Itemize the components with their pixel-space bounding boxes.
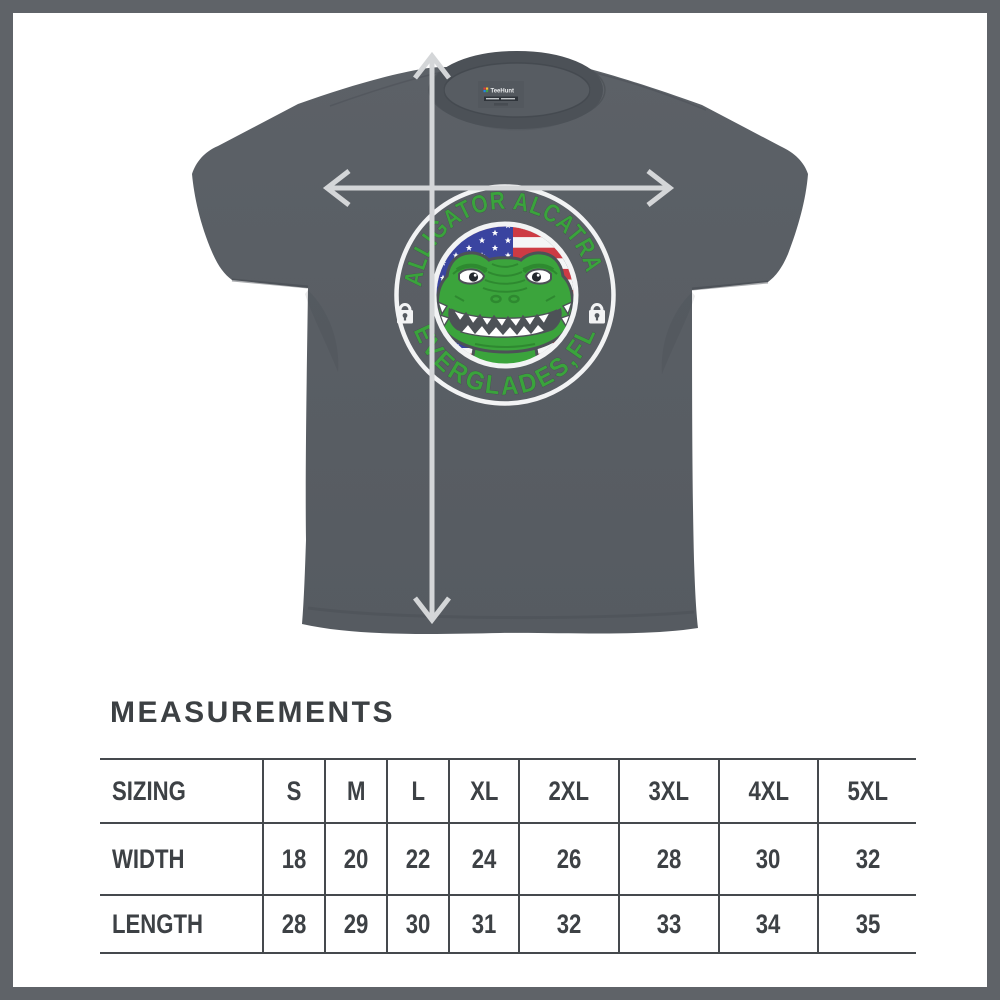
col-header-3xl: 3XL	[619, 759, 720, 823]
arrow-down-head	[413, 596, 451, 625]
width-m: 20	[324, 823, 388, 895]
table-row-width: WIDTH 18 20 22 24 26 28 30 32	[100, 823, 916, 895]
arrow-right-head	[646, 169, 675, 207]
length-5xl: 35	[855, 908, 880, 939]
collar-inner-stitch	[443, 62, 591, 118]
brand-label-line2-text-bar	[486, 98, 499, 100]
brand-label-tag	[478, 81, 524, 108]
section-heading: MEASUREMENTS	[110, 696, 396, 729]
width-5xl: 32	[855, 843, 880, 874]
collar	[428, 51, 606, 129]
length-4xl: 34	[718, 895, 820, 953]
arrow-up-head	[413, 51, 451, 80]
width-arrow	[322, 169, 675, 207]
col-header-xl: XL	[448, 759, 521, 823]
hem-stitch	[307, 606, 695, 620]
width-3xl: 28	[619, 823, 720, 895]
tshirt: TeeHunt	[0, 0, 808, 635]
collar-band	[431, 51, 603, 129]
width-xl: 24	[448, 823, 521, 895]
width-l: 22	[386, 823, 450, 895]
alligator-lower-teeth	[459, 322, 547, 338]
col-header-2xl: 2XL	[519, 759, 621, 823]
brand-label-size-bar	[494, 103, 508, 106]
length-3xl: 33	[619, 895, 720, 953]
row-label-width: WIDTH	[100, 823, 264, 895]
length-xl: 31	[448, 895, 521, 953]
col-header-4xl: 4XL	[718, 759, 820, 823]
col-header-l: L	[386, 759, 450, 823]
width-2xl: 26	[519, 823, 621, 895]
left-underarm-crease	[305, 290, 339, 372]
col-header-m: M	[324, 759, 388, 823]
table-header-row: SIZING S M L XL 2XL 3XL 4XL 5XL	[100, 759, 916, 823]
right-cuff-seam	[691, 280, 769, 291]
col-header-sizing: SIZING	[100, 759, 264, 823]
brand-label-text: TeeHunt	[491, 89, 515, 95]
width-4xl: 30	[718, 823, 820, 895]
arrow-left-head	[322, 169, 351, 207]
left-cuff-seam	[231, 278, 309, 289]
row-label-length: LENGTH	[100, 895, 264, 953]
alligator-left-eye	[455, 263, 488, 285]
width-s: 18	[263, 823, 326, 895]
length-arrow	[413, 51, 451, 625]
measurement-arrows	[322, 51, 675, 625]
col-header-s: S	[263, 759, 326, 823]
alligator-upper-teeth	[451, 308, 558, 329]
right-underarm-crease	[661, 292, 695, 374]
alligator-jowl-teeth	[436, 300, 574, 328]
table-row-length: LENGTH 28 29 30 31 32 33 34 35	[100, 895, 916, 953]
size-chart-table: SIZING S M L XL 2XL 3XL 4XL 5XL WIDTH 18…	[100, 758, 916, 954]
length-m: 29	[324, 895, 388, 953]
alligator-icon	[436, 251, 574, 365]
col-header-5xl: 5XL	[847, 775, 888, 806]
brand-label-line2-text-bar2	[501, 98, 515, 100]
brand-logo-icon	[483, 87, 489, 93]
length-s: 28	[263, 895, 326, 953]
length-2xl: 32	[519, 895, 621, 953]
brand-label: TeeHunt	[478, 81, 524, 108]
length-l: 30	[386, 895, 450, 953]
alligator-right-eye	[522, 263, 555, 285]
alligator-nostrils	[490, 294, 520, 304]
